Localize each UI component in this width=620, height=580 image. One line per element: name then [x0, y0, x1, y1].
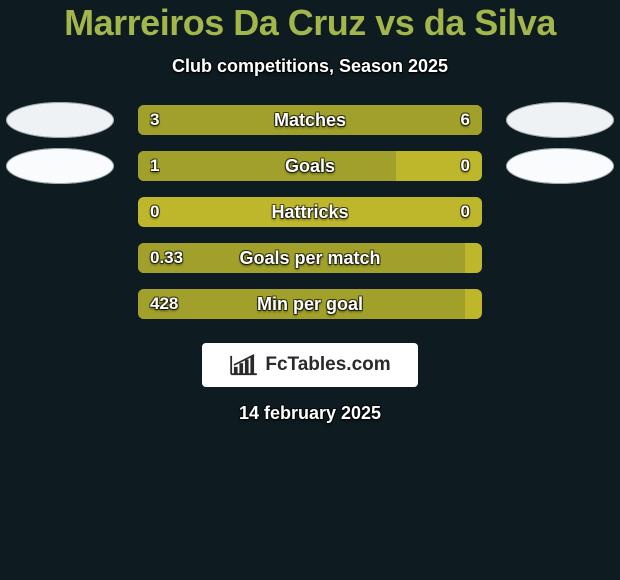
stats-list: 36Matches 10Goals 00Hattricks 0.33Goals per…: [0, 105, 620, 335]
player-avatar-left: [6, 102, 114, 138]
player-avatar-right: [506, 102, 614, 138]
bar-chart-icon: [229, 354, 259, 376]
player-avatar-right: [506, 148, 614, 184]
stat-label: Goals per match: [138, 243, 482, 273]
stat-label: Matches: [138, 105, 482, 135]
stat-label: Hattricks: [138, 197, 482, 227]
stat-bar-track: 10Goals: [138, 151, 482, 181]
stat-bar-track: 0.33Goals per match: [138, 243, 482, 273]
stat-bar-track: 00Hattricks: [138, 197, 482, 227]
stat-row: 10Goals: [0, 151, 620, 197]
stat-row: 00Hattricks: [0, 197, 620, 243]
stat-bar-track: 428Min per goal: [138, 289, 482, 319]
player-avatar-left: [6, 148, 114, 184]
watermark: FcTables.com: [202, 343, 418, 387]
stat-row: 428Min per goal: [0, 289, 620, 335]
page-title: Marreiros Da Cruz vs da Silva: [0, 2, 620, 44]
stat-row: 0.33Goals per match: [0, 243, 620, 289]
date-label: 14 february 2025: [0, 403, 620, 424]
stat-row: 36Matches: [0, 105, 620, 151]
comparison-card: Marreiros Da Cruz vs da Silva Club compe…: [0, 0, 620, 424]
stat-bar-track: 36Matches: [138, 105, 482, 135]
stat-label: Goals: [138, 151, 482, 181]
subtitle: Club competitions, Season 2025: [0, 56, 620, 77]
watermark-text: FcTables.com: [265, 354, 390, 376]
stat-label: Min per goal: [138, 289, 482, 319]
